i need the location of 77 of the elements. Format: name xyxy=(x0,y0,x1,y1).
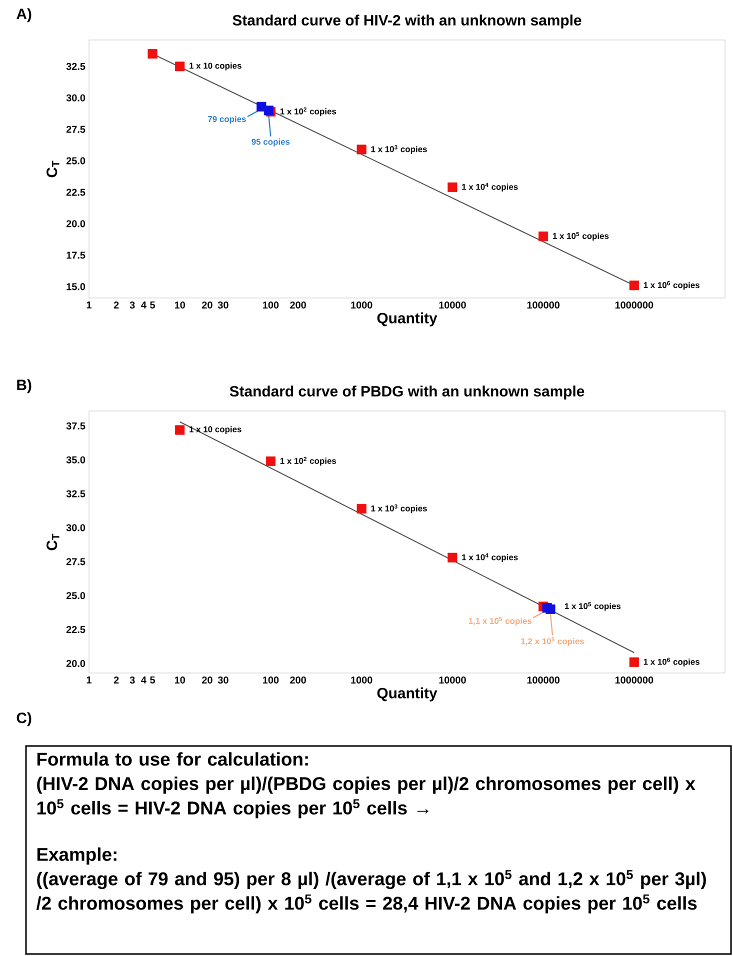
annotation: 1 x 10$^{5}$ copies xyxy=(564,602,621,611)
annotation: 1 x 10$^{3}$ copies xyxy=(371,145,427,154)
y-tick-label: 22.5 xyxy=(66,626,86,634)
x-tick-label: 100 xyxy=(263,676,279,684)
y-tick-label: 20.0 xyxy=(66,660,86,668)
text: B) xyxy=(17,379,32,394)
y-tick-label: 22.5 xyxy=(66,188,86,196)
annotation: 1,1 x 10$^{5}$ copies xyxy=(468,617,532,626)
text: C) xyxy=(16,712,32,726)
annotation: 1,2 x 10$^{5}$ copies xyxy=(521,637,584,646)
x-tick-label: 1 xyxy=(86,676,92,684)
annotation: 79 copies xyxy=(208,116,246,124)
y-tick-label: 17.5 xyxy=(66,252,86,259)
x-axis-title: Quantity xyxy=(377,312,438,326)
text: Formula to use for calculation: xyxy=(37,752,308,766)
y-tick-label: 35.0 xyxy=(66,456,86,464)
y-tick-label: 25.0 xyxy=(66,592,86,600)
y-tick-label: 37.5 xyxy=(66,422,86,430)
annotation: 1 x 10$^{4}$ copies xyxy=(462,553,518,562)
x-tick-label: 10 xyxy=(174,302,185,309)
y-tick-label: 32.5 xyxy=(66,490,86,498)
x-tick-label: 4 xyxy=(141,676,146,684)
x-tick-label: 100 xyxy=(263,302,279,309)
text: ((average of 79 and 95) per 8 µl) /(average of 1,1 x 10$^{5}$ and 1,2 x 10$^{5}$ per 3µl) /2 chromosomes per cell) x 10$^{5}$ cells = 28,4 HIV-2 DNA copies per 10$^{5}$ cells xyxy=(36,870,706,914)
y-tick-label: 30.0 xyxy=(66,524,86,532)
text: Example: xyxy=(37,847,116,865)
x-tick-label: 3 xyxy=(130,302,135,309)
text: (HIV-2 DNA copies per µl)/(PBDG copies per µl)/2 chromosomes per cell) x 10$^{5}$ cells = HIV-2 DNA copies per 10$^{5}$ cells → xyxy=(37,776,696,818)
point xyxy=(448,552,458,562)
annotation: 1 x 10$^{6}$ copies xyxy=(644,281,700,290)
text: A) xyxy=(16,8,32,22)
chart-title: Standard curve of HIV-2 with an unknown sample xyxy=(232,14,582,28)
annotation: 1 x 10$^{4}$ copies xyxy=(462,182,518,192)
annotation: 1 x 10$^{2}$ copies xyxy=(280,456,336,466)
point xyxy=(629,657,639,667)
x-tick-label: 3 xyxy=(130,676,135,684)
point xyxy=(175,425,185,435)
x-tick-label: 2 xyxy=(114,676,119,684)
x-tick-label: 10 xyxy=(174,676,185,684)
y-tick-label: 25.0 xyxy=(66,157,86,164)
x-tick-label: 200 xyxy=(290,302,306,309)
x-tick-label: 200 xyxy=(290,676,306,684)
x-tick-label: 1000 xyxy=(351,676,372,684)
annotation: 1 x 10$^{6}$ copies xyxy=(644,658,700,666)
x-axis-title: Quantity xyxy=(377,687,438,702)
x-tick-label: 10000 xyxy=(439,302,466,309)
x-tick-label: 2 xyxy=(114,302,119,308)
annotation: 1 x 10 copies xyxy=(190,62,242,70)
y-tick-label: 32.5 xyxy=(66,62,86,70)
x-tick-label: 20 xyxy=(202,676,212,684)
x-tick-label: 30 xyxy=(218,302,228,309)
point xyxy=(356,504,366,514)
annotation: 95 copies xyxy=(252,138,290,146)
x-tick-label: 30 xyxy=(218,676,228,684)
y-tick-label: 27.5 xyxy=(66,558,86,566)
y-tick-label: 15.0 xyxy=(66,283,86,290)
y-tick-label: 20.0 xyxy=(66,220,86,228)
x-tick-label: 1000000 xyxy=(615,302,654,309)
x-tick-label: 4 xyxy=(141,302,146,308)
y-tick-label: 30.0 xyxy=(66,94,86,102)
annotation: 1 x 10$^{5}$ copies xyxy=(552,232,609,241)
x-tick-label: 5 xyxy=(150,302,156,308)
y-axis-title: C$_{T}$ xyxy=(46,534,60,550)
point xyxy=(266,456,276,466)
y-tick-label: 27.5 xyxy=(66,126,86,133)
x-tick-label: 10000 xyxy=(439,676,466,684)
x-tick-label: 1 xyxy=(86,302,92,308)
x-tick-label: 1000 xyxy=(351,302,372,309)
x-tick-label: 5 xyxy=(150,676,156,684)
y-axis-title: C$_{T}$ xyxy=(46,160,60,178)
annotation: 1 x 10$^{2}$ copies xyxy=(280,107,336,116)
x-tick-label: 1000000 xyxy=(615,676,654,684)
annotation: 1 x 10$^{3}$ copies xyxy=(371,504,427,514)
x-tick-label: 100000 xyxy=(527,676,560,684)
x-tick-label: 20 xyxy=(202,302,212,309)
chart-title: Standard curve of PBDG with an unknown sample xyxy=(230,386,584,400)
x-tick-label: 100000 xyxy=(527,302,560,309)
